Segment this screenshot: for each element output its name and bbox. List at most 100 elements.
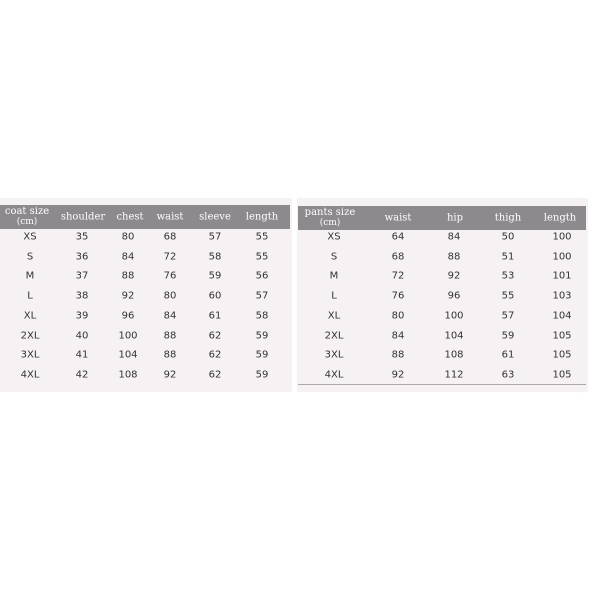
- coat-panel: [0, 198, 292, 392]
- cell: 84: [121, 251, 135, 263]
- cell: 37: [75, 270, 89, 282]
- cell: 92: [121, 290, 135, 302]
- cell: 80: [121, 231, 135, 243]
- cell: 60: [208, 290, 222, 302]
- cell: 59: [255, 369, 269, 381]
- cell: 88: [121, 270, 135, 282]
- pants-bottom-rule: [298, 384, 586, 385]
- cell: 100: [444, 310, 464, 322]
- cell: 59: [255, 330, 269, 342]
- cell: 57: [208, 231, 222, 243]
- coat-header-band: [0, 205, 290, 229]
- cell: 84: [163, 310, 177, 322]
- cell: 104: [118, 349, 138, 361]
- cell: 92: [447, 270, 461, 282]
- cell: 38: [75, 290, 89, 302]
- cell: 84: [391, 330, 405, 342]
- size-label: XS: [23, 231, 37, 243]
- header-cell: waist: [156, 211, 184, 223]
- size-label: XL: [327, 310, 341, 322]
- cell: 104: [444, 330, 464, 342]
- cell: 108: [118, 369, 138, 381]
- cell: 36: [75, 251, 89, 263]
- size-label: L: [27, 290, 33, 302]
- cell: 51: [501, 251, 515, 263]
- cell: 96: [447, 290, 461, 302]
- cell: 42: [75, 369, 89, 381]
- cell: 100: [552, 251, 572, 263]
- cell: 76: [391, 290, 405, 302]
- size-label: S: [26, 251, 34, 263]
- cell: 35: [75, 231, 89, 243]
- header-cell: chest: [116, 211, 144, 223]
- size-label: 2XL: [20, 330, 40, 342]
- cell: 105: [552, 349, 572, 361]
- cell: 68: [163, 231, 177, 243]
- cell: 40: [75, 330, 89, 342]
- cell: 58: [255, 310, 269, 322]
- size-label: 3XL: [324, 349, 344, 361]
- header-line: pants size: [304, 207, 356, 218]
- header-cell: length: [245, 211, 279, 223]
- cell: 88: [391, 349, 405, 361]
- cell: 56: [255, 270, 269, 282]
- size-label: 4XL: [324, 369, 344, 381]
- cell: 63: [501, 369, 515, 381]
- cell: 92: [391, 369, 405, 381]
- cell: 53: [501, 270, 515, 282]
- cell: 62: [208, 349, 222, 361]
- header-cell: sleeve: [199, 211, 231, 223]
- cell: 50: [501, 231, 515, 243]
- cell: 76: [163, 270, 177, 282]
- size-label: XL: [23, 310, 37, 322]
- cell: 105: [552, 369, 572, 381]
- cell: 61: [208, 310, 222, 322]
- header-cell: length: [543, 212, 577, 224]
- cell: 105: [552, 330, 572, 342]
- cell: 80: [163, 290, 177, 302]
- size-label: XS: [327, 231, 341, 243]
- pants-panel: [297, 198, 588, 392]
- size-label: M: [329, 270, 339, 282]
- cell: 101: [552, 270, 572, 282]
- cell: 62: [208, 330, 222, 342]
- size-label: S: [330, 251, 338, 263]
- pants-header-band: [298, 206, 586, 230]
- cell: 80: [391, 310, 405, 322]
- cell: 55: [501, 290, 515, 302]
- cell: 57: [501, 310, 515, 322]
- cell: 103: [552, 290, 572, 302]
- header-line: coat size: [4, 206, 50, 217]
- cell: 58: [208, 251, 222, 263]
- cell: 72: [391, 270, 405, 282]
- size-label: 2XL: [324, 330, 344, 342]
- cell: 57: [255, 290, 269, 302]
- cell: 61: [501, 349, 515, 361]
- cell: 68: [391, 251, 405, 263]
- cell: 88: [447, 251, 461, 263]
- header-line: (cm): [16, 217, 38, 227]
- header-cell: coat size (cm): [5, 206, 49, 228]
- cell: 59: [208, 270, 222, 282]
- cell: 112: [444, 369, 464, 381]
- cell: 39: [75, 310, 89, 322]
- size-label: 3XL: [20, 349, 40, 361]
- cell: 72: [163, 251, 177, 263]
- cell: 100: [118, 330, 138, 342]
- cell: 104: [552, 310, 572, 322]
- cell: 108: [444, 349, 464, 361]
- cell: 62: [208, 369, 222, 381]
- size-label: M: [25, 270, 35, 282]
- header-cell: thigh: [494, 212, 522, 224]
- cell: 41: [75, 349, 89, 361]
- cell: 55: [255, 251, 269, 263]
- cell: 100: [552, 231, 572, 243]
- cell: 59: [255, 349, 269, 361]
- header-line: (cm): [319, 218, 341, 228]
- cell: 59: [501, 330, 515, 342]
- header-cell: shoulder: [60, 211, 106, 223]
- cell: 96: [121, 310, 135, 322]
- header-cell: waist: [384, 212, 412, 224]
- header-cell: pants size (cm): [305, 207, 356, 229]
